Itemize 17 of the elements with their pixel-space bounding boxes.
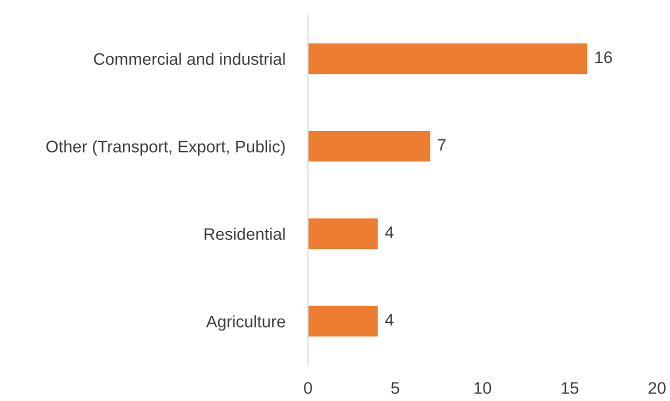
data-label: 16: [595, 51, 612, 64]
y-tick-label: Residential: [204, 228, 285, 240]
y-tick-label: Other (Transport, Export, Public): [46, 140, 285, 156]
bar: [308, 218, 378, 250]
x-tick-label: 10: [474, 382, 492, 394]
x-tick-label: 5: [391, 382, 400, 394]
y-tick-label: Commercial and industrial: [94, 52, 285, 65]
data-label: 4: [385, 314, 394, 326]
data-label: 4: [385, 226, 394, 238]
bar: [308, 130, 430, 162]
data-label: 7: [438, 139, 446, 151]
bar: [308, 306, 378, 337]
x-tick-label: 20: [648, 382, 666, 394]
x-tick-label: 15: [562, 382, 578, 394]
y-tick-label: Agriculture: [206, 315, 286, 331]
x-tick-label: 0: [304, 382, 312, 394]
bar: [308, 43, 588, 74]
